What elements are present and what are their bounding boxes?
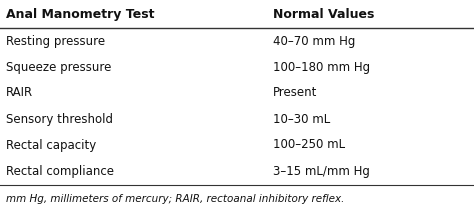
Text: 100–250 mL: 100–250 mL xyxy=(273,138,345,151)
Text: RAIR: RAIR xyxy=(6,87,33,100)
Text: 3–15 mL/mm Hg: 3–15 mL/mm Hg xyxy=(273,165,369,177)
Text: mm Hg, millimeters of mercury; RAIR, rectoanal inhibitory reflex.: mm Hg, millimeters of mercury; RAIR, rec… xyxy=(6,193,344,203)
Text: 10–30 mL: 10–30 mL xyxy=(273,112,330,126)
Text: Anal Manometry Test: Anal Manometry Test xyxy=(6,8,154,21)
Text: 40–70 mm Hg: 40–70 mm Hg xyxy=(273,35,355,47)
Text: Normal Values: Normal Values xyxy=(273,8,374,21)
Text: 100–180 mm Hg: 100–180 mm Hg xyxy=(273,61,370,73)
Text: Rectal capacity: Rectal capacity xyxy=(6,138,96,151)
Text: Present: Present xyxy=(273,87,317,100)
Text: Squeeze pressure: Squeeze pressure xyxy=(6,61,111,73)
Text: Sensory threshold: Sensory threshold xyxy=(6,112,113,126)
Text: Resting pressure: Resting pressure xyxy=(6,35,105,47)
Text: Rectal compliance: Rectal compliance xyxy=(6,165,114,177)
